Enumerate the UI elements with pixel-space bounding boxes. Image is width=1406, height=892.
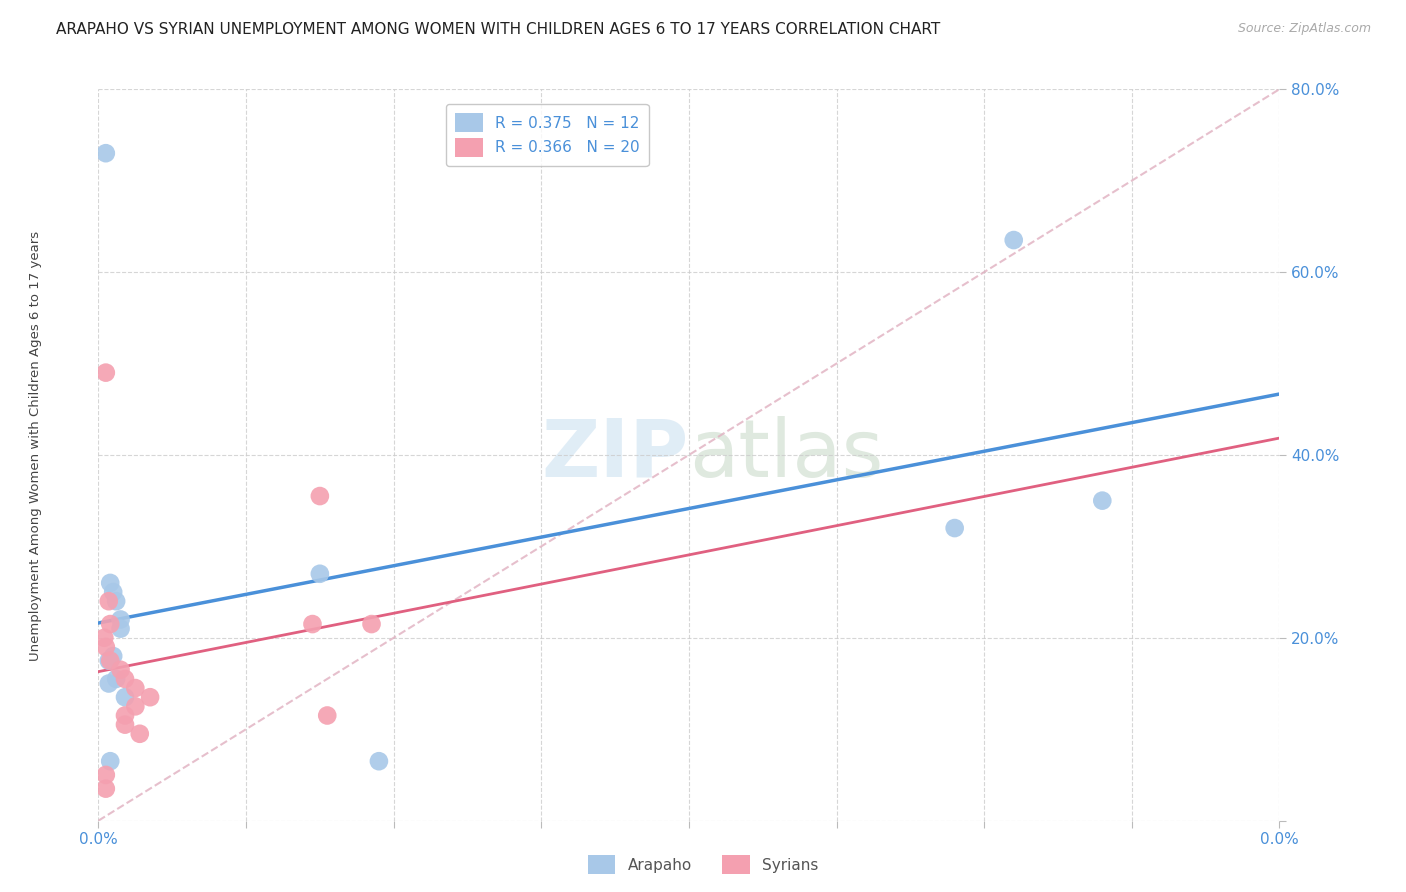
Point	[97, 654, 120, 668]
Point	[124, 699, 146, 714]
Point	[1002, 233, 1025, 247]
Point	[114, 717, 136, 731]
Point	[97, 676, 120, 690]
Point	[105, 672, 128, 686]
Point	[114, 708, 136, 723]
Text: ARAPAHO VS SYRIAN UNEMPLOYMENT AMONG WOMEN WITH CHILDREN AGES 6 TO 17 YEARS CORR: ARAPAHO VS SYRIAN UNEMPLOYMENT AMONG WOM…	[56, 22, 941, 37]
Point	[94, 146, 117, 161]
Text: Unemployment Among Women with Children Ages 6 to 17 years: Unemployment Among Women with Children A…	[28, 231, 42, 661]
Point	[316, 708, 339, 723]
Point	[103, 585, 125, 599]
Legend: Arapaho, Syrians: Arapaho, Syrians	[582, 849, 824, 880]
Point	[93, 631, 115, 645]
Point	[98, 754, 121, 768]
Point	[943, 521, 966, 535]
Point	[1091, 493, 1114, 508]
Point	[301, 617, 323, 632]
Point	[110, 663, 132, 677]
Text: atlas: atlas	[689, 416, 883, 494]
Text: Source: ZipAtlas.com: Source: ZipAtlas.com	[1237, 22, 1371, 36]
Point	[94, 768, 117, 782]
Point	[94, 640, 117, 654]
Point	[105, 594, 128, 608]
Point	[368, 754, 391, 768]
Point	[114, 672, 136, 686]
Point	[110, 613, 132, 627]
Point	[360, 617, 382, 632]
Point	[94, 366, 117, 380]
Point	[114, 690, 136, 705]
Point	[98, 654, 121, 668]
Point	[94, 781, 117, 796]
Point	[98, 576, 121, 591]
Point	[139, 690, 162, 705]
Point	[97, 594, 120, 608]
Point	[309, 566, 332, 581]
Point	[103, 649, 125, 664]
Point	[128, 727, 150, 741]
Point	[98, 617, 121, 632]
Text: ZIP: ZIP	[541, 416, 689, 494]
Legend: R = 0.375   N = 12, R = 0.366   N = 20: R = 0.375 N = 12, R = 0.366 N = 20	[446, 104, 648, 166]
Point	[309, 489, 332, 503]
Point	[124, 681, 146, 695]
Point	[110, 622, 132, 636]
